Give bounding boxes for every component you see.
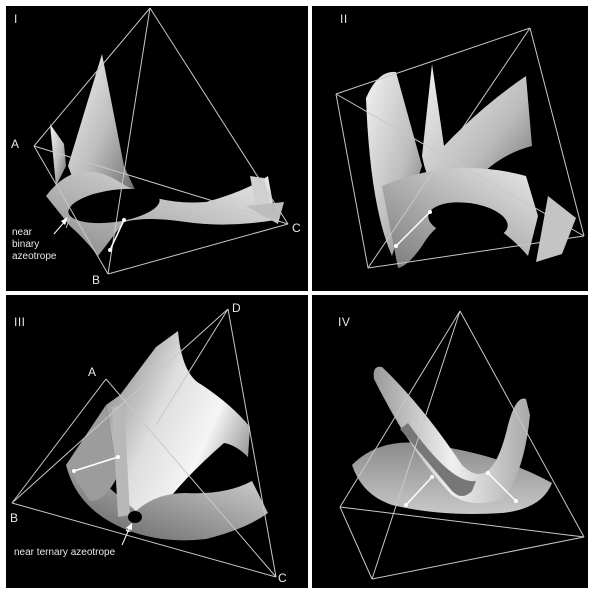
horizontal-divider <box>0 291 594 295</box>
tie-point <box>394 244 398 248</box>
surface-sheet-left <box>366 71 422 256</box>
surface-left <box>66 405 118 501</box>
panel-3: III A B C D near ternary azeotrope <box>6 295 308 588</box>
surface-hole <box>428 202 508 240</box>
panel-numeral: III <box>14 315 26 329</box>
vertex-label-d: D <box>232 301 241 315</box>
annotation-binary-azeotrope: near binary azeotrope <box>12 227 56 263</box>
panel-1: I A B C near binary azeotrope <box>6 6 308 291</box>
panel-numeral: I <box>14 12 18 26</box>
panel-numeral: IV <box>338 315 351 329</box>
surface-bowl-upper <box>373 366 530 504</box>
tie-line <box>109 219 125 251</box>
vertex-label-b: B <box>92 273 101 287</box>
annotation-arrow <box>121 526 131 546</box>
vertex-label-b: B <box>10 511 19 525</box>
panel-2-drawing <box>335 27 585 269</box>
vertex-label-c: C <box>278 571 287 585</box>
annotation-line: near <box>12 227 33 238</box>
tie-point <box>486 471 490 475</box>
vertical-divider <box>308 0 312 594</box>
surface-hole <box>128 511 142 523</box>
tetrahedron-wireframe <box>33 7 289 275</box>
tetrahedron-wireframe <box>339 310 585 580</box>
tie-line <box>73 456 119 472</box>
surface-groove <box>400 423 476 496</box>
tie-line <box>395 211 431 247</box>
surface-sheet-spike <box>422 64 532 198</box>
surface-lower <box>66 465 268 541</box>
tie-line <box>487 472 517 502</box>
annotation-line: binary <box>12 239 40 250</box>
vertex-label-a: A <box>11 137 20 151</box>
surface-ridge <box>112 405 130 517</box>
tie-point <box>430 475 434 479</box>
tie-point <box>122 218 126 222</box>
panel-2: II <box>312 6 588 291</box>
tie-point <box>514 499 518 503</box>
arrow-head <box>61 217 68 225</box>
vertex-label-c: C <box>292 221 301 235</box>
annotation-ternary-azeotrope: near ternary azeotrope <box>14 547 116 558</box>
vertex-label-a: A <box>88 365 97 379</box>
surface-sheet-lower <box>382 168 538 268</box>
surface-sheet-tip <box>246 202 284 224</box>
tetrahedron-wireframe <box>11 308 277 578</box>
surface-upper <box>106 331 250 532</box>
annotation-line: azeotrope <box>12 251 57 262</box>
panel-numeral: II <box>340 12 348 26</box>
tie-point <box>72 469 76 473</box>
panel-4: IV <box>312 295 588 588</box>
tie-line <box>405 476 433 506</box>
tie-point <box>404 503 408 507</box>
tetrahedron-wireframe <box>335 27 585 269</box>
tie-point <box>116 455 120 459</box>
arrow-head <box>126 523 132 530</box>
surface-sheet-spike <box>68 54 136 192</box>
surface-hole <box>68 188 160 224</box>
tie-point <box>108 248 112 252</box>
tie-point <box>428 210 432 214</box>
surface-sheet-right <box>536 196 576 262</box>
panel-3-drawing <box>11 308 277 578</box>
panel-1-drawing <box>33 7 289 275</box>
panel-4-drawing <box>339 310 585 580</box>
surface-sheet-left <box>50 124 66 186</box>
